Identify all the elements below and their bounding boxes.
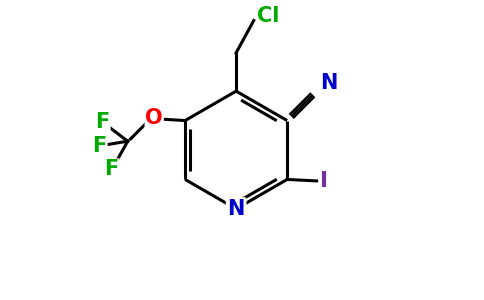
Text: I: I	[320, 171, 329, 191]
Text: F: F	[92, 136, 107, 156]
Text: N: N	[227, 199, 245, 219]
Text: O: O	[145, 109, 163, 128]
Text: N: N	[320, 73, 337, 93]
Text: F: F	[95, 112, 110, 132]
Text: F: F	[105, 159, 119, 179]
Text: Cl: Cl	[257, 6, 280, 26]
